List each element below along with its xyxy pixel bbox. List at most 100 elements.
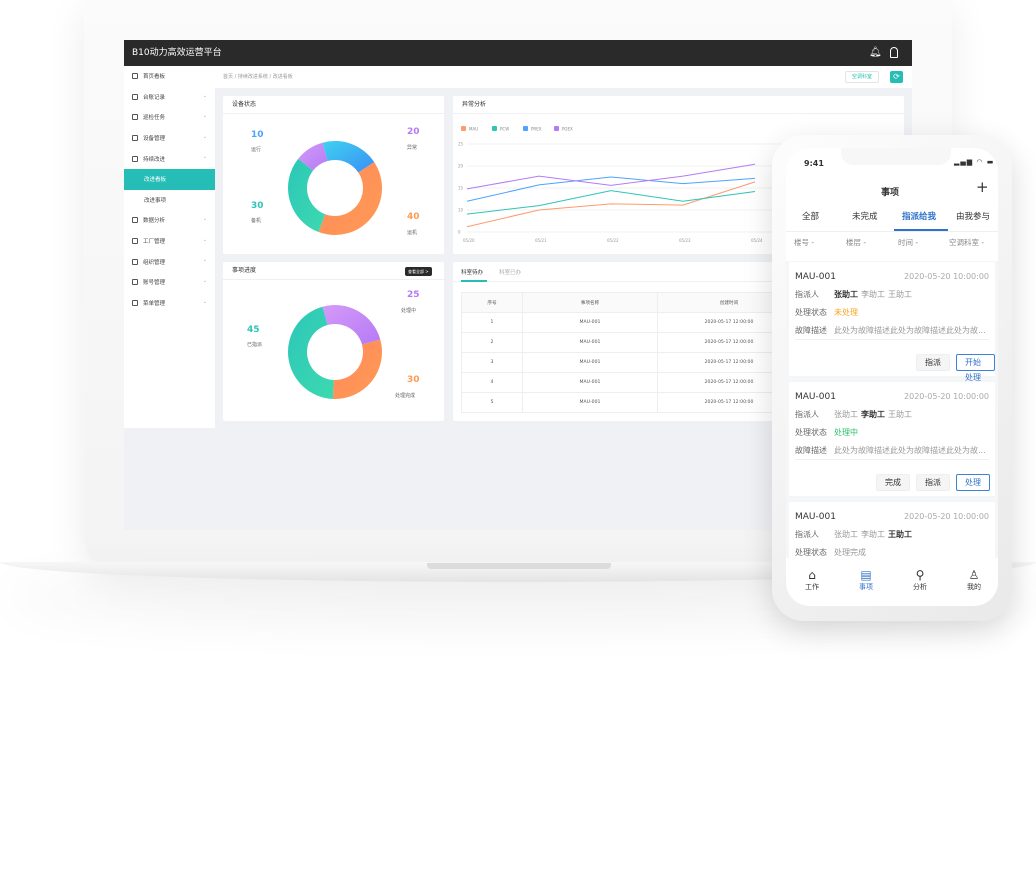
sidebar-item[interactable]: 工厂管理 ⌄ <box>124 231 215 252</box>
card-action-button[interactable]: 指派 <box>916 354 950 371</box>
task-card[interactable]: MAU-001 2020-05-20 10:00:00 指派人 张助工 李助工 王助工 … <box>789 502 995 562</box>
assign-label: 指派人 <box>795 530 819 539</box>
nav-item[interactable]: ⌂ 工作 <box>792 568 832 592</box>
inspect-icon <box>132 114 138 121</box>
legend-label: PCW <box>500 127 509 132</box>
phone-tab[interactable]: 指派给我 <box>902 212 937 222</box>
sidebar-item[interactable]: 首页看板 <box>124 66 215 87</box>
active-tab-indicator <box>461 280 487 282</box>
phone-screen: 9:41 ▂▄▆ ◠ ▬ 事项 + 全部 未完成 指派给我 由我参与 楼号 - 楼层 - 时… <box>786 148 998 606</box>
card-action-button[interactable]: 指派 <box>916 474 950 491</box>
filter-dropdown[interactable]: 楼号 - <box>794 238 815 247</box>
card-title: 设备状态 <box>223 96 444 114</box>
task-card[interactable]: MAU-001 2020-05-20 10:00:00 指派人 张助工 李助工 王助工 … <box>789 262 995 382</box>
active-tab-indicator <box>894 229 948 231</box>
phone-tab[interactable]: 未完成 <box>852 212 878 222</box>
card-action-button[interactable]: 处理 <box>956 474 990 491</box>
sidebar-item-label: 改进看板 <box>144 177 167 184</box>
chevron-down-icon: ⌄ <box>202 154 207 161</box>
filter-dropdown[interactable]: 楼层 - <box>846 238 867 247</box>
sidebar-item[interactable]: 持续改进 ⌄ <box>124 148 215 169</box>
table-cell: 3 <box>461 352 523 373</box>
x-tick-label: 05/22 <box>607 238 619 243</box>
phone-tab[interactable]: 全部 <box>802 212 820 222</box>
y-tick-label: 20 <box>458 164 464 169</box>
sidebar-item[interactable]: 数据分析 ⌄ <box>124 210 215 231</box>
bell-icon[interactable]: 🔔︎ <box>869 47 882 58</box>
phone-tab[interactable]: 由我参与 <box>956 212 991 222</box>
card-action-button[interactable]: 完成 <box>876 474 910 491</box>
search-icon: ⚲ <box>915 568 925 582</box>
assignee: 张助工 <box>834 410 858 419</box>
nav-item[interactable]: ♙ 我的 <box>954 568 994 592</box>
x-tick-label: 05/23 <box>679 238 691 243</box>
chevron-down-icon: ⌄ <box>202 113 207 120</box>
account-icon <box>132 279 138 286</box>
filter-dropdown[interactable]: 空调科室 - <box>949 238 985 247</box>
card-action-button[interactable]: 开始处理 <box>956 354 995 382</box>
nav-item[interactable]: ⚲ 分析 <box>900 568 940 592</box>
sidebar-item[interactable]: 设备管理 ⌄ <box>124 128 215 149</box>
table-cell: 1 <box>461 312 523 333</box>
refresh-icon[interactable]: ⟳ <box>890 71 903 83</box>
table-row[interactable]: 1 MAU-001 2020-05-17 12:00:00 <box>461 312 801 333</box>
table-cell: 2 <box>461 332 523 353</box>
sidebar-item-label: 巡检任务 <box>143 115 166 122</box>
table-row[interactable]: 2 MAU-001 2020-05-17 12:00:00 <box>461 332 801 353</box>
assignee: 张助工 <box>834 530 858 539</box>
assigned-value: 45 <box>247 325 260 335</box>
sidebar-item[interactable]: 账号管理 ⌄ <box>124 272 215 293</box>
doing-value: 25 <box>407 290 420 300</box>
legend-swatch <box>461 126 466 131</box>
sidebar-item-label: 首页看板 <box>143 74 166 81</box>
desc-value: 此处为故障描述此处为故障描述此处为故... <box>834 326 986 335</box>
user-icon[interactable] <box>890 47 898 58</box>
series-line-PCW <box>466 190 756 215</box>
task-card[interactable]: MAU-001 2020-05-20 10:00:00 指派人 张助工 李助工 王助工 … <box>789 382 995 496</box>
desc-value: 此处为故障描述此处为故障描述此处为故... <box>834 446 986 455</box>
sidebar-item[interactable]: 组织管理 ⌄ <box>124 251 215 272</box>
chevron-down-icon: ⌄ <box>202 92 207 99</box>
sidebar-item[interactable]: 台账记录 ⌄ <box>124 87 215 108</box>
table-row[interactable]: 3 MAU-001 2020-05-17 12:00:00 <box>461 352 801 373</box>
view-all-button[interactable]: 查看全部 > <box>405 267 432 276</box>
assignee: 王助工 <box>888 530 912 539</box>
chevron-down-icon: ⌄ <box>202 216 207 223</box>
nav-item[interactable]: ▤ 事项 <box>846 568 886 592</box>
sidebar: 首页看板 台账记录 ⌄ 巡检任务 ⌄ 设备管理 ⌄ 持续改进 ⌄ 改进看板 改进事项 数据分析 ⌄ 工厂管… <box>124 66 215 428</box>
status-value: 未处理 <box>834 308 858 317</box>
table-cell: MAU-001 <box>522 372 658 393</box>
sidebar-item-label: 改进事项 <box>144 197 167 204</box>
donut-segment <box>288 158 326 233</box>
device-icon <box>132 135 138 142</box>
sidebar-item[interactable]: 巡检任务 ⌄ <box>124 107 215 128</box>
menu-icon <box>132 299 138 306</box>
progress-donut <box>288 305 382 399</box>
sidebar-item[interactable]: 改进看板 <box>124 168 215 190</box>
tab-dept-done[interactable]: 科室已办 <box>499 270 522 276</box>
donut-segment <box>322 141 375 173</box>
tab-dept-todo[interactable]: 科室待办 <box>461 270 484 276</box>
assignee: 李助工 <box>861 290 885 299</box>
abnormal-label: 异常 <box>407 145 418 151</box>
org-icon <box>132 258 138 265</box>
add-button[interactable]: + <box>976 178 989 196</box>
sidebar-item[interactable]: 菜单管理 ⌄ <box>124 293 215 314</box>
dept-button[interactable]: 空调科室 <box>845 71 880 83</box>
legend-label: MAU <box>469 127 478 132</box>
ledger-icon <box>132 93 138 100</box>
status-value: 处理中 <box>834 428 858 437</box>
donut-segment <box>288 306 334 399</box>
table-row[interactable]: 4 MAU-001 2020-05-17 12:00:00 <box>461 372 801 393</box>
assigned-label: 已指派 <box>247 342 263 348</box>
nav-label: 工作 <box>805 583 819 591</box>
table-row[interactable]: 5 MAU-001 2020-05-17 12:00:00 <box>461 392 801 413</box>
filter-dropdown[interactable]: 时间 - <box>898 238 919 247</box>
task-time: 2020-05-20 10:00:00 <box>904 392 989 401</box>
sidebar-item[interactable]: 改进事项 <box>124 190 215 211</box>
chevron-down-icon: ⌄ <box>202 133 207 140</box>
breadcrumb[interactable]: 首页 / 持续改进系统 / 改进看板 <box>223 74 293 80</box>
doing-label: 处理中 <box>401 308 417 314</box>
card-title: 事项进度 <box>223 262 444 280</box>
table-cell: 5 <box>461 392 523 413</box>
